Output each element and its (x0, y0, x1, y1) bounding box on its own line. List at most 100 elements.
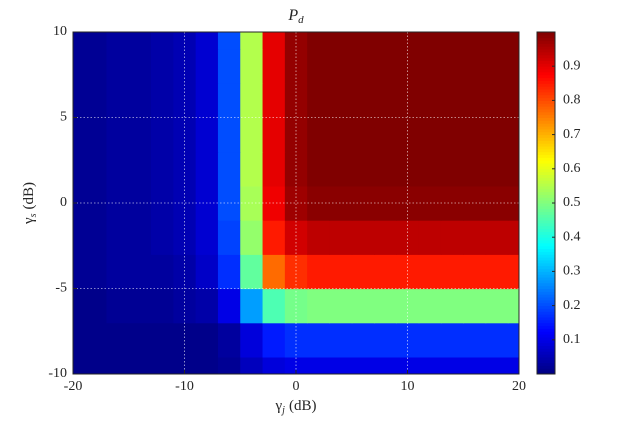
cell (128, 356, 152, 374)
colorbar-swatch (537, 365, 555, 369)
cell (106, 49, 130, 84)
colorbar-swatch (537, 271, 555, 275)
cell (128, 83, 152, 119)
cell (351, 254, 375, 290)
cell (418, 83, 442, 119)
colorbar-swatch (537, 354, 555, 358)
cell (151, 322, 174, 358)
cell (396, 185, 420, 221)
colorbar-swatch (537, 262, 555, 267)
colorbar-swatch (537, 319, 555, 324)
x-axis-label: γj (dB) (275, 398, 317, 416)
cell (485, 83, 509, 119)
cell (151, 356, 174, 374)
colorbar-swatch (537, 225, 555, 230)
cell (440, 220, 464, 255)
plot-frame (72, 31, 520, 375)
colorbar-swatch (537, 114, 555, 118)
colorbar-swatch (537, 345, 555, 349)
colorbar-swatch (537, 356, 555, 361)
cell (240, 288, 264, 324)
cell (396, 49, 420, 84)
colorbar-swatch (537, 371, 555, 375)
cell (73, 185, 85, 221)
cell (173, 32, 197, 50)
colorbar-swatch (537, 83, 555, 87)
colorbar-swatch (537, 339, 555, 344)
axes: -20 -10 0 10 20-10-505100.10.20.30.40.50.60.… (48, 24, 580, 394)
cell (106, 151, 130, 187)
cell (195, 322, 219, 358)
colorbar-swatch (537, 100, 555, 104)
colorbar-swatch (537, 254, 555, 258)
x-label-symbol: γ (275, 398, 283, 414)
cell (485, 254, 509, 290)
colorbar-swatch (537, 251, 555, 255)
cell (485, 117, 509, 153)
colorbar-swatch (537, 231, 555, 235)
y-label-symbol: γ (21, 217, 37, 225)
colorbar-swatch (537, 220, 555, 224)
cell (195, 49, 219, 84)
title-base: P (287, 7, 298, 24)
colorbar-swatch (537, 299, 555, 304)
colorbar-swatch (537, 291, 555, 295)
colorbar-swatch (537, 277, 555, 281)
colorbar-swatch (537, 46, 555, 50)
cell (463, 185, 487, 221)
cell (84, 151, 108, 187)
cell (240, 151, 264, 187)
cell (151, 220, 174, 255)
cell (195, 151, 219, 187)
cell (217, 220, 241, 255)
colorbar-swatch (537, 94, 555, 99)
colorbar-swatch (537, 282, 555, 287)
cell (440, 151, 464, 187)
cell (284, 185, 308, 221)
colorbar-swatch (537, 268, 555, 272)
colorbar-swatch (537, 240, 555, 244)
cell (418, 49, 442, 84)
cell (507, 254, 519, 290)
colorbar-swatch (537, 260, 555, 264)
cell (329, 220, 353, 255)
cell (73, 254, 85, 290)
cell (262, 254, 286, 290)
cell (329, 356, 353, 374)
cell (507, 83, 519, 119)
cell (307, 151, 331, 187)
cell (173, 49, 197, 84)
cell (307, 49, 331, 84)
colorbar-swatch (537, 311, 555, 315)
cell (440, 83, 464, 119)
cell (240, 117, 264, 153)
cell (151, 117, 174, 153)
cell (507, 151, 519, 187)
cell (217, 322, 241, 358)
cell (374, 220, 397, 255)
cell (262, 151, 286, 187)
colorbar-swatch (537, 288, 555, 292)
colorbar-swatch (537, 51, 555, 56)
cell (329, 49, 353, 84)
colorbar-swatch (537, 214, 555, 218)
cell (374, 288, 397, 324)
x-tick-label: 20 (512, 379, 526, 394)
colorbar-swatch (537, 194, 555, 198)
cell (418, 322, 442, 358)
colorbar-swatch (537, 32, 555, 36)
cell (151, 151, 174, 187)
x-tick-label: -10 (175, 379, 194, 394)
colorbar-swatch (537, 40, 555, 44)
colorbar-swatch (537, 151, 555, 156)
colorbar-swatch (537, 203, 555, 207)
cell (507, 356, 519, 374)
cell (307, 356, 331, 374)
cell (440, 32, 464, 50)
cell (106, 83, 130, 119)
colorbar-swatch (537, 180, 555, 184)
cell (374, 151, 397, 187)
x-label-unit: (dB) (289, 398, 317, 414)
cell (262, 322, 286, 358)
colorbar-swatch (537, 242, 555, 247)
